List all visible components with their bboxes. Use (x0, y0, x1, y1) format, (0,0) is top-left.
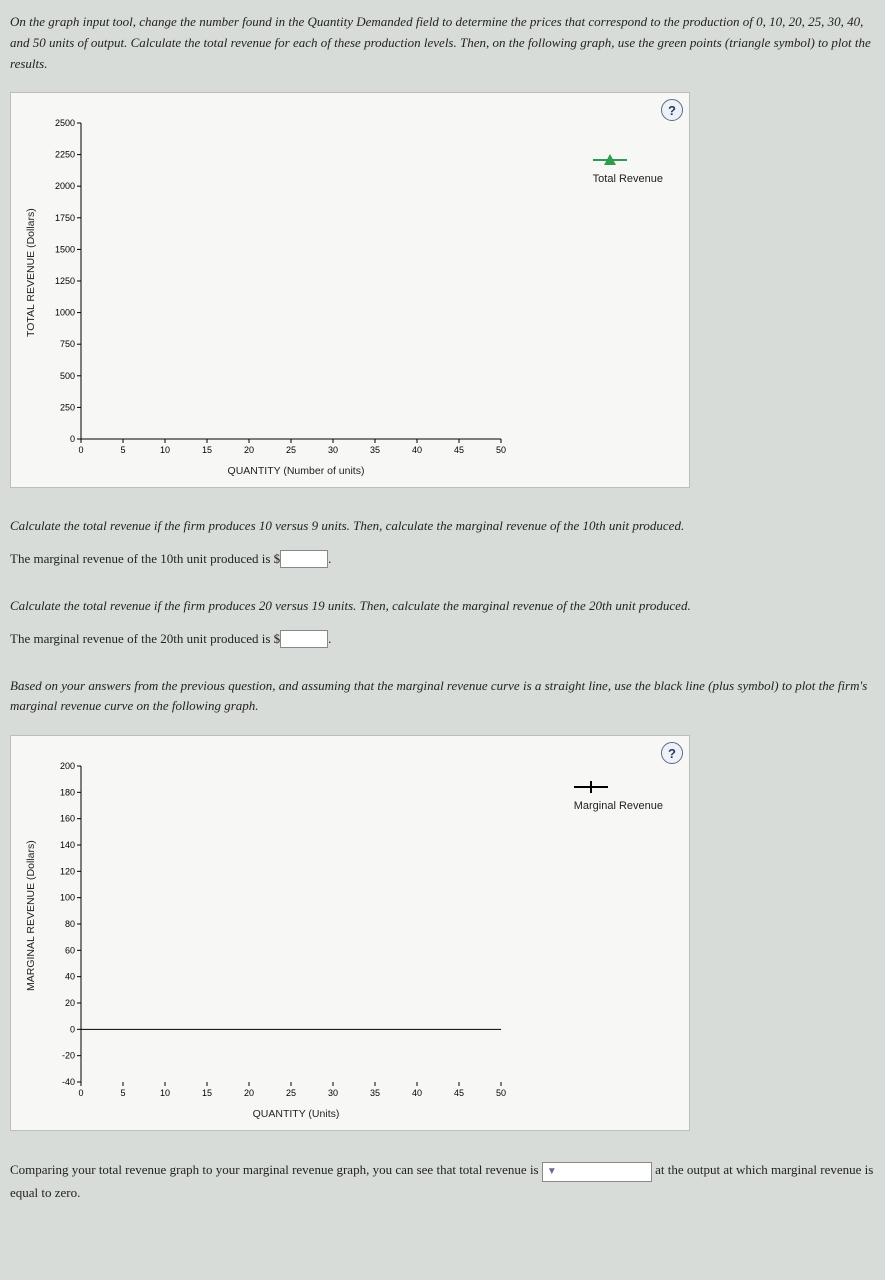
svg-text:40: 40 (412, 1088, 422, 1098)
final-sentence: Comparing your total revenue graph to yo… (10, 1159, 875, 1204)
mr-20-input[interactable] (280, 630, 328, 648)
svg-text:1000: 1000 (55, 308, 75, 318)
chart1-legend-label: Total Revenue (593, 173, 663, 185)
svg-text:80: 80 (65, 919, 75, 929)
svg-text:10: 10 (160, 1088, 170, 1098)
q2-line: The marginal revenue of the 20th unit pr… (10, 629, 875, 650)
svg-text:2000: 2000 (55, 182, 75, 192)
svg-text:40: 40 (412, 445, 422, 455)
svg-text:140: 140 (60, 840, 75, 850)
chart2-legend-label: Marginal Revenue (574, 800, 663, 812)
svg-text:750: 750 (60, 340, 75, 350)
svg-text:5: 5 (120, 1088, 125, 1098)
svg-text:35: 35 (370, 445, 380, 455)
chevron-down-icon: ▼ (547, 1163, 557, 1180)
question-mr-20: Calculate the total revenue if the firm … (10, 596, 875, 650)
chart1-plot[interactable]: 0 250 500 750 1000 1250 1500 1750 2000 2250 2500 0 5… (41, 103, 511, 463)
final-pre: Comparing your total revenue graph to yo… (10, 1162, 542, 1177)
svg-text:0: 0 (78, 1088, 83, 1098)
svg-text:1500: 1500 (55, 245, 75, 255)
q1-prompt: Calculate the total revenue if the firm … (10, 516, 875, 537)
svg-text:30: 30 (328, 1088, 338, 1098)
svg-text:50: 50 (496, 1088, 506, 1098)
mr-10-input[interactable] (280, 550, 328, 568)
help-icon[interactable]: ? (661, 99, 683, 121)
q1-line: The marginal revenue of the 10th unit pr… (10, 549, 875, 570)
question-mr-10: Calculate the total revenue if the firm … (10, 516, 875, 570)
svg-text:500: 500 (60, 371, 75, 381)
svg-text:200: 200 (60, 761, 75, 771)
chart2-plot[interactable]: -40 -20 0 20 40 60 80 100 120 140 160 180 200 0 5 10 15 2… (41, 746, 511, 1106)
chart2-xlabel: QUANTITY (Units) (41, 1108, 511, 1120)
svg-text:20: 20 (244, 445, 254, 455)
chart2-ylabel: MARGINAL REVENUE (Dollars) (21, 746, 41, 1086)
svg-text:60: 60 (65, 946, 75, 956)
chart1-xlabel: QUANTITY (Number of units) (41, 465, 511, 477)
svg-text:10: 10 (160, 445, 170, 455)
q2-label: The marginal revenue of the 20th unit pr… (10, 631, 270, 646)
svg-text:120: 120 (60, 867, 75, 877)
q1-label: The marginal revenue of the 10th unit pr… (10, 551, 270, 566)
svg-text:40: 40 (65, 972, 75, 982)
svg-text:0: 0 (70, 434, 75, 444)
svg-text:50: 50 (496, 445, 506, 455)
chart-marginal-revenue[interactable]: ? MARGINAL REVENUE (Dollars) -40 -20 0 20 40… (10, 735, 690, 1131)
triangle-icon (593, 153, 663, 167)
final-dropdown[interactable]: ▼ (542, 1162, 652, 1182)
svg-text:250: 250 (60, 403, 75, 413)
svg-text:35: 35 (370, 1088, 380, 1098)
svg-text:25: 25 (286, 1088, 296, 1098)
chart-total-revenue[interactable]: ? TOTAL REVENUE (Dollars) 02505007501000… (10, 92, 690, 488)
chart1-legend[interactable]: Total Revenue (593, 153, 663, 185)
svg-text:180: 180 (60, 788, 75, 798)
chart2-legend[interactable]: Marginal Revenue (574, 780, 663, 812)
svg-text:30: 30 (328, 445, 338, 455)
q2-suffix: . (328, 631, 331, 646)
mr-intro-text: Based on your answers from the previous … (10, 676, 875, 718)
svg-text:45: 45 (454, 445, 464, 455)
intro-text: On the graph input tool, change the numb… (10, 12, 875, 74)
svg-text:15: 15 (202, 445, 212, 455)
svg-text:160: 160 (60, 814, 75, 824)
svg-text:20: 20 (244, 1088, 254, 1098)
svg-text:2500: 2500 (55, 118, 75, 128)
help-icon[interactable]: ? (661, 742, 683, 764)
svg-text:20: 20 (65, 998, 75, 1008)
svg-text:5: 5 (120, 445, 125, 455)
svg-text:25: 25 (286, 445, 296, 455)
q2-prompt: Calculate the total revenue if the firm … (10, 596, 875, 617)
svg-text:0: 0 (70, 1025, 75, 1035)
q1-suffix: . (328, 551, 331, 566)
chart1-ylabel: TOTAL REVENUE (Dollars) (21, 103, 41, 443)
svg-text:-20: -20 (62, 1051, 75, 1061)
plus-icon (574, 780, 663, 794)
svg-text:2250: 2250 (55, 150, 75, 160)
svg-text:15: 15 (202, 1088, 212, 1098)
svg-text:100: 100 (60, 893, 75, 903)
svg-text:45: 45 (454, 1088, 464, 1098)
svg-text:1250: 1250 (55, 276, 75, 286)
svg-text:-40: -40 (62, 1077, 75, 1087)
svg-text:0: 0 (78, 445, 83, 455)
svg-text:1750: 1750 (55, 213, 75, 223)
